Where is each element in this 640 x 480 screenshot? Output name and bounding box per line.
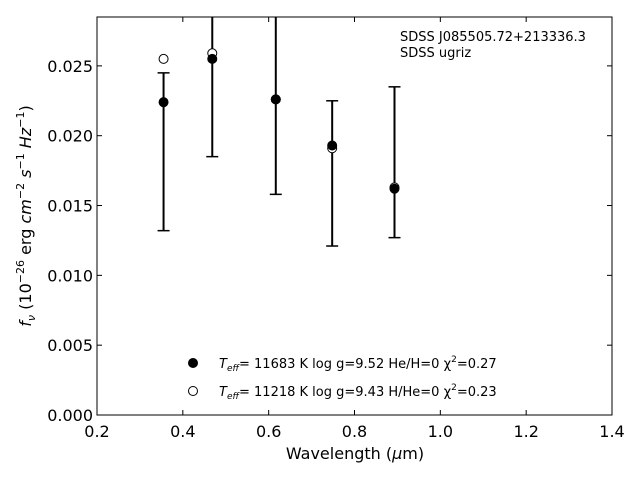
legend-label-db-model: Teff= 11218 K log g=9.43 H/He=0 χ2=0.23 — [219, 383, 497, 402]
x-tick-label: 1.0 — [428, 422, 453, 441]
plot-frame — [96, 16, 613, 416]
legend-label-da-model: Teff= 11683 K log g=9.52 He/H=0 χ2=0.27 — [219, 355, 497, 374]
x-tick-labels: 0.2 0.4 0.6 0.8 1.0 1.2 1.4 — [84, 422, 624, 441]
y-axis-label: fν (10−26 erg cm−2 s−1 Hz−1) — [14, 105, 38, 326]
legend-marker-filled — [188, 358, 198, 368]
y-tick-label: 0.010 — [47, 266, 93, 285]
x-tick-label: 1.2 — [513, 422, 538, 441]
x-tick-label: 1.4 — [599, 422, 624, 441]
object-name: SDSS J085505.72+213336.3 — [400, 30, 586, 45]
open-circle-point — [158, 53, 169, 64]
filled-circle-point — [389, 183, 400, 194]
filled-circle-point — [270, 94, 281, 105]
error-bars — [157, 17, 401, 247]
x-tick-label: 0.2 — [84, 422, 109, 441]
y-tick-label: 0.020 — [47, 127, 93, 146]
axis-ticks — [96, 17, 613, 416]
filled-circle-point — [207, 53, 218, 64]
x-axis-label: Wavelength (μm) — [286, 444, 424, 463]
data-markers — [158, 48, 400, 194]
survey-name: SDSS ugriz — [400, 46, 471, 61]
y-tick-label: 0.015 — [47, 197, 93, 216]
y-tick-label: 0.025 — [47, 57, 93, 76]
filled-circle-point — [158, 97, 169, 108]
x-tick-label: 0.6 — [256, 422, 281, 441]
y-tick-labels: 0.000 0.005 0.010 0.015 0.020 0.025 — [47, 57, 93, 425]
x-tick-label: 0.8 — [342, 422, 367, 441]
x-tick-label: 0.4 — [170, 422, 195, 441]
y-tick-label: 0.000 — [47, 406, 93, 425]
y-tick-label: 0.005 — [47, 336, 93, 355]
filled-circle-point — [327, 140, 338, 151]
legend-marker-open — [188, 386, 198, 396]
legend: Teff= 11683 K log g=9.52 He/H=0 χ2=0.27 … — [188, 355, 497, 402]
